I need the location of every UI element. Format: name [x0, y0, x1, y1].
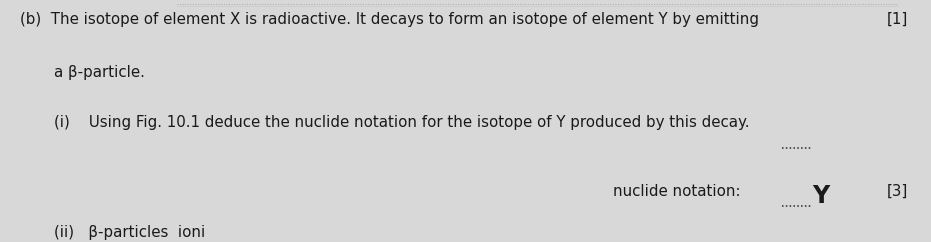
Text: (i)    Using Fig. 10.1 deduce the nuclide notation for the isotope of Y produced: (i) Using Fig. 10.1 deduce the nuclide n…: [54, 115, 749, 130]
Text: Y: Y: [812, 184, 830, 208]
Text: (b)  The isotope of element X is radioactive. It decays to form an isotope of el: (b) The isotope of element X is radioact…: [20, 12, 760, 27]
Text: a β-particle.: a β-particle.: [54, 65, 145, 80]
Text: nuclide notation:: nuclide notation:: [613, 184, 740, 199]
Text: [1]: [1]: [886, 12, 908, 27]
Text: (ii)   β-particles  ioni: (ii) β-particles ioni: [54, 225, 205, 240]
Text: [3]: [3]: [886, 184, 908, 199]
